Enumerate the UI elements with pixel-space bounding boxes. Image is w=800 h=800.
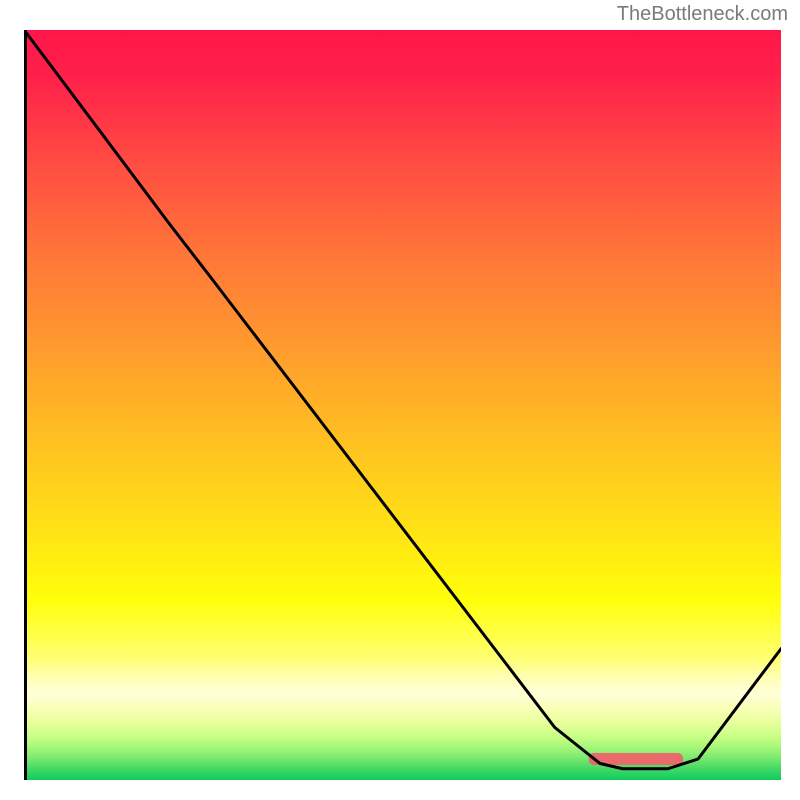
chart-plot-area	[24, 30, 778, 780]
attribution-text: TheBottleneck.com	[617, 3, 788, 26]
gradient-background	[27, 30, 781, 780]
